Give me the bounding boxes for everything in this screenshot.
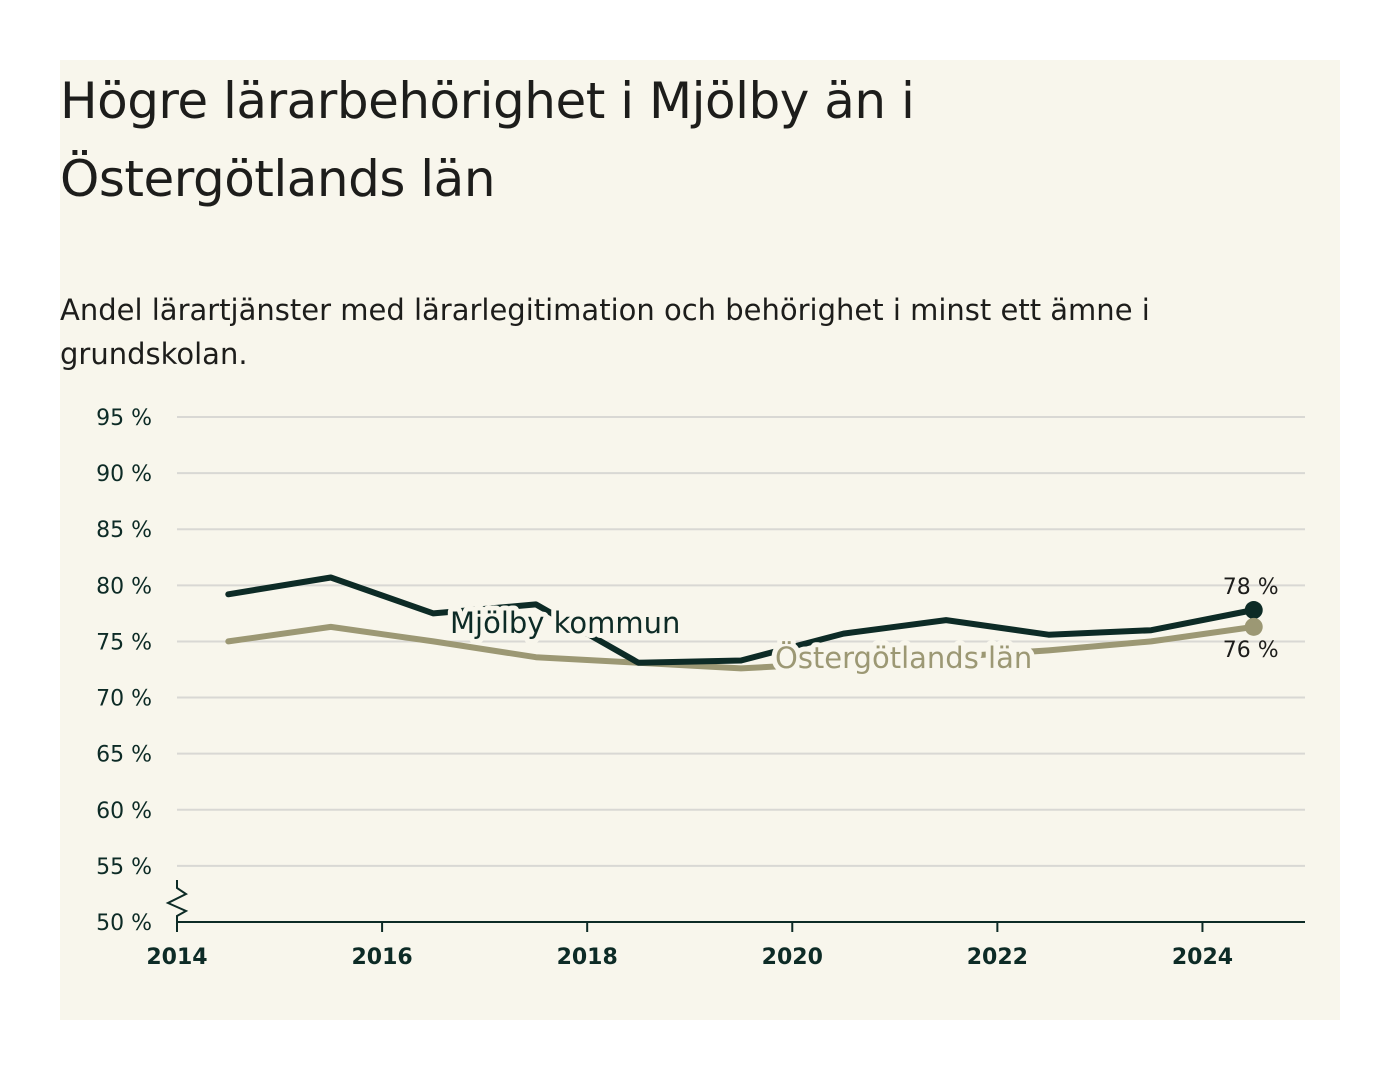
y-tick-label: 60 % bbox=[96, 799, 152, 824]
y-tick-label: 55 % bbox=[96, 855, 152, 880]
series-label-ostergotland: Östergötlands län bbox=[775, 641, 1032, 675]
y-tick-label: 75 % bbox=[96, 630, 152, 655]
y-tick-label: 95 % bbox=[96, 406, 152, 431]
chart-card bbox=[60, 60, 1340, 1020]
series-line bbox=[225, 574, 1257, 666]
x-tick-label: 2024 bbox=[1172, 945, 1233, 970]
series-label-mjolby: Mjölby kommun bbox=[450, 606, 680, 640]
y-tick-label: 80 % bbox=[96, 574, 152, 599]
y-tick-label: 50 % bbox=[96, 911, 152, 936]
x-tick-label: 2018 bbox=[557, 945, 618, 970]
chart-title: Högre lärarbehörighet i Mjölby än i Öste… bbox=[60, 72, 915, 208]
x-tick-label: 2016 bbox=[351, 945, 412, 970]
series-end-marker bbox=[1244, 601, 1263, 620]
y-tick-label: 65 % bbox=[96, 743, 152, 768]
x-tick-label: 2022 bbox=[967, 945, 1028, 970]
series-end-label: 76 % bbox=[1223, 638, 1279, 663]
x-tick-label: 2014 bbox=[146, 945, 207, 970]
y-tick-label: 90 % bbox=[96, 462, 152, 487]
y-tick-label: 85 % bbox=[96, 518, 152, 543]
series-end-label: 78 % bbox=[1223, 575, 1279, 600]
y-axis-break-icon bbox=[165, 880, 189, 922]
series-line bbox=[225, 623, 1257, 672]
series-end-marker bbox=[1244, 617, 1263, 636]
chart-subtitle: Andel lärartjänster med lärarlegitimatio… bbox=[60, 293, 1150, 371]
x-tick-label: 2020 bbox=[762, 945, 823, 970]
y-tick-label: 70 % bbox=[96, 687, 152, 712]
